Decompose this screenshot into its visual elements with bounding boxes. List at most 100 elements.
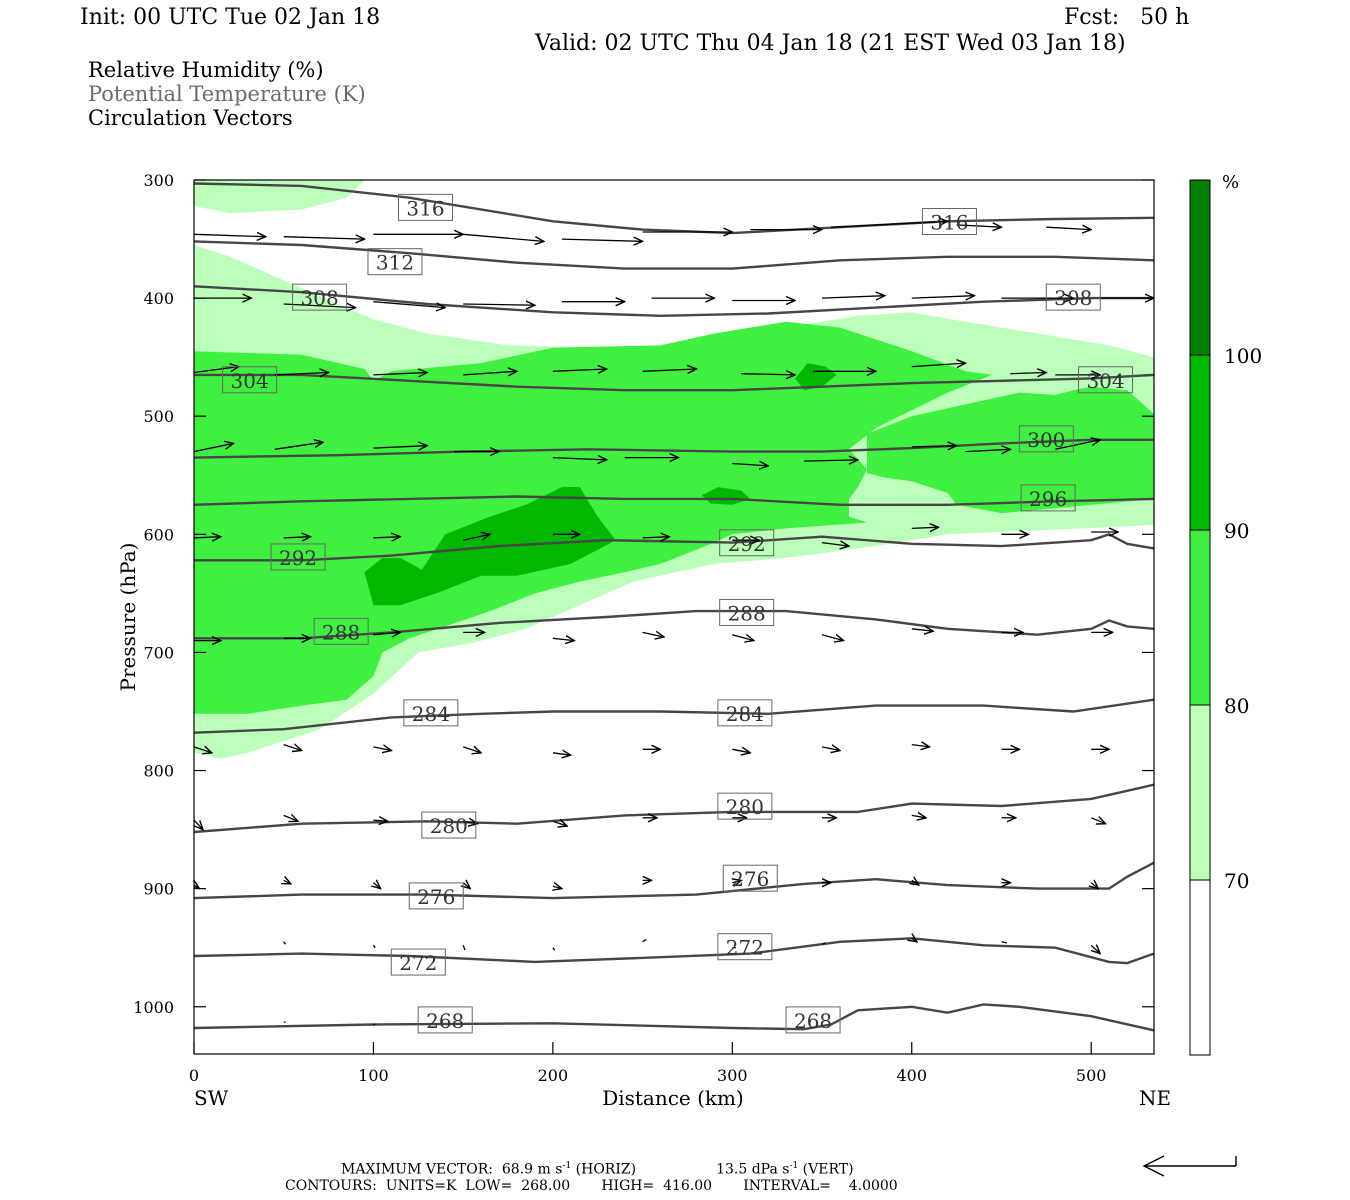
vector-p400-1: [283, 304, 356, 308]
vector-p460-5: [642, 369, 697, 371]
colorbar-frame: [1189, 179, 1211, 1056]
theta-label-316-0: 316: [397, 193, 453, 221]
theta-label-284-1: 284: [717, 699, 773, 727]
svg-text:296: 296: [1029, 487, 1067, 511]
theta-contour-304: [194, 373, 1154, 392]
vector-p690-2: [373, 632, 400, 634]
vector-p340-8: [956, 225, 1002, 227]
svg-text:284: 284: [412, 702, 450, 726]
vector-p900-0: [194, 885, 199, 889]
vector-p460-9: [1010, 373, 1046, 374]
vector-p955-3: [552, 947, 556, 951]
vector-p780-2: [373, 747, 391, 751]
ne-label: NE: [1139, 1086, 1171, 1110]
theta-label-272-1: 272: [717, 933, 773, 961]
theta-label-280-0: 280: [421, 811, 477, 839]
svg-text:268: 268: [794, 1009, 832, 1033]
svg-text:276: 276: [731, 867, 769, 891]
x-tick-label-300: 300: [717, 1066, 748, 1085]
colorbar-label-70: 70: [1224, 869, 1249, 893]
vector-p340-3: [463, 233, 544, 241]
sw-label: SW: [194, 1086, 229, 1110]
y-tick-label-500: 500: [143, 407, 174, 426]
vector-p780-0: [194, 747, 212, 753]
colorbar-label-100: 100: [1224, 344, 1262, 368]
svg-text:268: 268: [426, 1009, 464, 1033]
plot-frame: [193, 179, 1155, 1055]
vector-p780-3: [462, 747, 481, 753]
svg-text:292: 292: [728, 532, 766, 556]
vector-p340-0: [194, 234, 266, 236]
max-vector-vert-exponent: -1: [789, 1161, 799, 1171]
vector-p460-6: [741, 374, 795, 375]
x-tick-label-500: 500: [1076, 1066, 1107, 1085]
vector-p530-8: [911, 446, 957, 447]
vector-p840-10: [1090, 818, 1105, 824]
max-vector-vert-label: (VERT): [802, 1161, 854, 1178]
vector-p460-2: [373, 373, 427, 375]
vector-p780-7: [821, 747, 840, 751]
vector-p955-2: [462, 945, 466, 951]
forecast-hour: Fcst: 50 h: [1064, 5, 1190, 30]
svg-text:316: 316: [406, 196, 444, 220]
vector-p840-0: [194, 819, 203, 830]
vector-p400-8: [911, 296, 975, 298]
vector-p530-0: [194, 443, 234, 453]
y-tick-label-1000: 1000: [133, 998, 174, 1017]
vector-p955-4: [642, 938, 647, 943]
svg-text:304: 304: [231, 369, 269, 393]
theta-contour-276: [194, 861, 1154, 900]
vector-p340-4: [561, 239, 643, 241]
contours-info: CONTOURS: UNITS=K LOW= 268.00 HIGH= 416.…: [285, 1178, 898, 1194]
field-theta-label: Potential Temperature (K): [88, 82, 366, 106]
theta-contour-308: [194, 285, 1154, 318]
theta-label-268-1: 268: [785, 1006, 841, 1034]
theta-label-276-1: 276: [722, 864, 778, 892]
y-axis-title: Pressure (hPa): [116, 543, 140, 692]
vector-p900-6: [732, 880, 741, 882]
y-tick-label-900: 900: [143, 880, 174, 899]
colorbar-label-90: 90: [1224, 519, 1249, 543]
vector-p460-1: [274, 373, 329, 375]
vector-p460-4: [552, 369, 607, 371]
vector-p460-0: [194, 367, 239, 374]
vector-p400-7: [821, 296, 885, 298]
vector-p600-8: [911, 527, 939, 528]
svg-text:308: 308: [301, 286, 339, 310]
vector-p900-2: [373, 883, 380, 889]
theta-contour-284: [194, 698, 1154, 734]
valid-time: Valid: 02 UTC Thu 04 Jan 18 (21 EST Wed …: [535, 31, 1126, 56]
max-vector-horiz-value: MAXIMUM VECTOR: 68.9 m s: [341, 1161, 563, 1178]
vector-p600-0: [194, 537, 221, 538]
theta-label-304-0: 304: [222, 366, 278, 394]
vector-p840-3: [463, 821, 477, 823]
svg-text:280: 280: [726, 795, 764, 819]
colorbar-label-80: 80: [1224, 694, 1249, 718]
vector-p690-7: [821, 635, 844, 641]
vector-p530-1: [274, 442, 324, 450]
vector-p900-10: [1091, 883, 1098, 889]
theta-label-268-0: 268: [417, 1006, 473, 1034]
theta-label-276-0: 276: [408, 882, 464, 910]
vector-p780-4: [552, 753, 571, 755]
svg-text:292: 292: [279, 546, 317, 570]
max-vector-horiz-label: (HORIZ): [575, 1161, 637, 1178]
theta-label-292-0: 292: [270, 543, 326, 571]
theta-label-296-0: 296: [1020, 484, 1076, 512]
max-vector-text: MAXIMUM VECTOR: 68.9 m s-1 (HORIZ) 13.5 d…: [341, 1158, 854, 1178]
svg-text:280: 280: [430, 814, 468, 838]
vector-p600-7: [821, 543, 849, 547]
y-tick-label-400: 400: [143, 289, 174, 308]
vector-p955-1: [372, 944, 376, 949]
svg-text:308: 308: [1054, 286, 1092, 310]
theta-label-272-0: 272: [390, 948, 446, 976]
vector-p600-3: [463, 534, 490, 541]
colorbar-segment-3: [1190, 355, 1210, 530]
colorbar-segment-1: [1190, 705, 1210, 880]
vector-p900-4: [553, 886, 562, 888]
init-time: Init: 00 UTC Tue 02 Jan 18: [80, 5, 381, 30]
theta-label-300-0: 300: [1018, 425, 1074, 453]
vector-p460-8: [911, 363, 966, 367]
vector-p900-8: [912, 880, 919, 885]
svg-text:272: 272: [399, 951, 437, 975]
